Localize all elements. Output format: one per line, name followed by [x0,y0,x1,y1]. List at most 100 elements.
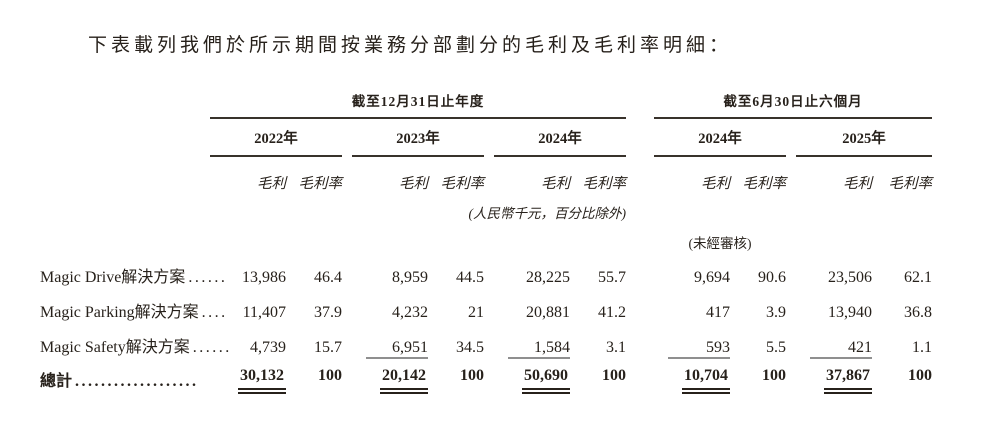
margin-col-header: 毛利率 [440,176,485,192]
audit-note-row: (未經審核) [40,222,932,252]
total-row-label: 總計................... [40,373,199,390]
margin-col-header: 毛利率 [888,176,933,192]
spacer-cell [626,157,654,198]
profit-value: 417 [706,304,730,321]
spacer-cell [786,119,796,157]
spacer-cell [342,357,352,407]
total-profit-value: 20,142 [352,357,428,407]
spacer-cell [40,157,210,198]
spacer-cell [786,322,796,357]
dot-leader: .... [201,304,228,321]
spacer-cell [342,157,352,198]
row-label: Magic Parking解決方案.... [40,304,228,321]
page-title: 下表載列我們於所示期間按業務分部劃分的毛利及毛利率明細： [88,35,733,56]
audit-note: (未經審核) [688,236,752,251]
profit-value: 20,881 [526,304,570,321]
profit-value: 4,232 [392,304,428,321]
spacer-cell [786,157,796,198]
subheader-row: 毛利 毛利率 毛利 毛利率 毛利 毛利率 毛利 毛利率 毛利 毛利率 [40,157,932,198]
margin-value: 3.9 [766,304,786,321]
profit-col-header: 毛利 [843,176,872,192]
profit-value: 13,940 [828,304,872,321]
total-row: 總計................... 30,132 100 20,142 … [40,357,932,407]
margin-value: 21 [468,304,484,321]
margin-value: 5.5 [766,339,786,356]
spacer-cell [342,252,352,287]
spacer-cell [40,222,654,252]
profit-col-header: 毛利 [257,176,286,192]
margin-col-header: 毛利率 [742,176,787,192]
spacer-cell [40,87,210,119]
spacer-cell [342,287,352,322]
period-group-annual-label: 截至12月31日止年度 [210,90,626,119]
spacer-cell [40,119,210,157]
profit-value: 11,407 [242,304,286,321]
dot-leader: ...... [188,269,228,286]
spacer-cell [626,252,654,287]
total-profit-value: 37,867 [796,357,872,407]
margin-col-header: 毛利率 [582,176,627,192]
margin-value: 44.5 [456,269,484,286]
margin-value: 37.9 [314,304,342,321]
spacer-cell [626,357,654,407]
margin-value: 15.7 [314,339,342,356]
year-header-row: 2022年 2023年 2024年 2024年 2025年 [40,119,933,157]
total-margin-value: 100 [602,367,626,384]
spacer-cell [626,322,654,357]
spacer-cell [626,198,932,222]
period-group-row: 截至12月31日止年度 截至6月30日止六個月 [40,87,933,119]
period-group-interim: 截至6月30日止六個月 [654,87,933,119]
profit-value: 23,506 [828,269,872,286]
profit-col-header: 毛利 [701,176,730,192]
profit-value: 593 [706,339,730,356]
row-label: Magic Safety解決方案...... [40,339,232,356]
profit-value: 6,951 [392,339,428,356]
spacer-cell [786,357,796,407]
spacer-cell [342,322,352,357]
spacer-cell [484,287,494,322]
dot-leader: ...... [192,339,232,356]
year-header-2023: 2023年 [352,119,484,157]
unit-note: (人民幣千元，百分比除外) [468,206,627,221]
total-margin-value: 100 [460,367,484,384]
total-profit-value: 10,704 [654,357,730,407]
margin-value: 3.1 [606,339,626,356]
spacer-cell [626,119,654,157]
total-profit-value: 50,690 [494,357,570,407]
margin-value: 34.5 [456,339,484,356]
spacer-cell [626,287,654,322]
profit-value: 13,986 [242,269,286,286]
year-header-2024-interim: 2024年 [654,119,786,157]
profit-value: 8,959 [392,269,428,286]
dot-leader: ................... [75,373,199,390]
margin-value: 36.8 [904,304,933,321]
period-group-annual: 截至12月31日止年度 [210,87,626,119]
table-row-magic-parking: Magic Parking解決方案.... 11,407 37.9 4,232 … [40,287,932,322]
profit-value: 28,225 [526,269,570,286]
spacer-cell [342,119,352,157]
spacer-cell [786,287,796,322]
spacer-cell [484,119,494,157]
profit-value: 1,584 [534,339,570,356]
margin-value: 46.4 [314,269,342,286]
table-row-magic-drive: Magic Drive解決方案...... 13,986 46.4 8,959 … [40,252,932,287]
spacer-cell [626,87,654,119]
margin-value: 62.1 [904,269,933,286]
margin-value: 1.1 [912,339,933,356]
total-margin-value: 100 [762,367,786,384]
total-profit-value: 30,132 [210,357,286,407]
profit-value: 421 [848,339,872,356]
profit-value: 9,694 [694,269,730,286]
year-header-2024: 2024年 [494,119,626,157]
spacer-cell [484,252,494,287]
margin-value: 90.6 [758,269,786,286]
profit-value: 4,739 [250,339,286,356]
profit-col-header: 毛利 [399,176,428,192]
year-header-2025-interim: 2025年 [796,119,933,157]
spacer-cell [484,322,494,357]
total-margin-value: 100 [318,367,342,384]
table-row-magic-safety: Magic Safety解決方案...... 4,739 15.7 6,951 … [40,322,932,357]
profit-col-header: 毛利 [541,176,570,192]
spacer-cell [786,252,796,287]
